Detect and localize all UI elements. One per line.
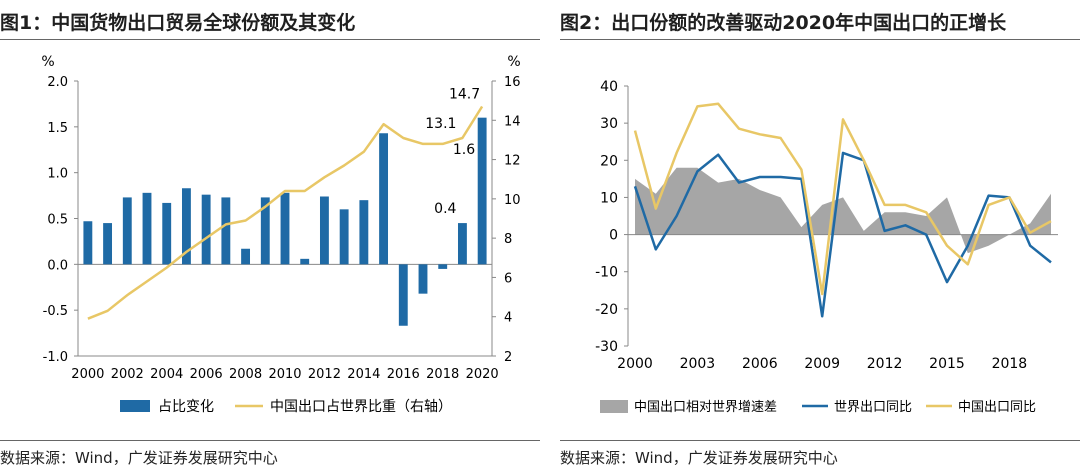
- left-tick-label: 2.0: [47, 75, 68, 90]
- legend-label-bar: 占比变化: [158, 399, 214, 415]
- title-rule-2: [560, 39, 1080, 40]
- bar-2008: [241, 248, 251, 265]
- bar-2015: [379, 133, 389, 265]
- legend-swatch-area: [600, 400, 628, 413]
- bar-2018: [438, 264, 448, 269]
- bar-2005: [181, 188, 191, 265]
- y-tick-label: 20: [600, 153, 618, 169]
- chart-1-svg: % % -1.0 -0.5 0.0 0.5 1.0 1.5 2.0 2 4 6 8 10 12 14 16 200…: [41, 54, 521, 415]
- y-tick-label: -20: [595, 302, 618, 318]
- bar-2017: [418, 264, 428, 294]
- left-tick-label: 1.0: [47, 167, 68, 182]
- x-tick-label: 2014: [347, 367, 380, 382]
- chart-1-source: 数据来源：Wind，广发证券发展研究中心: [0, 449, 278, 467]
- bar-2000: [83, 221, 93, 265]
- left-tick-label: 0.0: [47, 258, 68, 273]
- x-tick-label: 2015: [929, 356, 965, 372]
- bar-2013: [339, 209, 349, 265]
- bar-2006: [201, 194, 211, 265]
- annotation-bar-2020: 1.6: [453, 142, 475, 158]
- x-tick-label: 2020: [466, 367, 499, 382]
- x-tick-label: 2003: [680, 356, 716, 372]
- x-tick-label: 2000: [71, 367, 104, 382]
- left-tick-label: -1.0: [43, 350, 68, 365]
- y-tick-label: 0: [609, 228, 618, 244]
- right-tick-label: 8: [504, 232, 512, 247]
- legend-label-area: 中国出口相对世界增速差: [634, 400, 777, 415]
- legend-label-china: 中国出口同比: [958, 400, 1036, 415]
- bar-2016: [398, 264, 408, 326]
- source-rule-2: [560, 440, 1080, 441]
- y-tick-label: -30: [595, 339, 618, 355]
- left-tick-label: -0.5: [43, 304, 68, 319]
- bar-2003: [142, 192, 152, 265]
- line-world-export-yoy: [633, 151, 1052, 318]
- right-tick-label: 14: [504, 114, 521, 129]
- x-tick-label: 2008: [229, 367, 262, 382]
- area-growth-gap: [635, 167, 1051, 254]
- chart-panel-1: 图1：中国货物出口贸易全球份额及其变化 %% -1.0 -0.5 0.0 0.5 1.0 1…: [0, 12, 540, 467]
- x-tick-label: 2006: [742, 356, 778, 372]
- x-tick-label: 2018: [992, 356, 1028, 372]
- y-tick-label: 10: [600, 190, 618, 206]
- x-tick-label: 2002: [111, 367, 144, 382]
- bar-2014: [359, 200, 369, 265]
- y-tick-label: 30: [600, 116, 618, 132]
- bar-2007: [221, 197, 231, 265]
- title-rule-1: [0, 39, 540, 40]
- chart-1-title: 图1：中国货物出口贸易全球份额及其变化: [0, 12, 356, 34]
- chart-panel-2: 图2：出口份额的改善驱动2020年中国出口的正增长 -30 -20 -10 0 10 20…: [560, 0, 1080, 474]
- annotation-line-2019: 13.1: [425, 116, 456, 132]
- legend-label-line: 中国出口占世界比重（右轴）: [270, 399, 452, 415]
- annotation-bar-2019: 0.4: [434, 201, 456, 217]
- x-tick-label: 2018: [426, 367, 459, 382]
- bar-2010: [280, 192, 290, 265]
- legend-swatch-bar: [120, 400, 150, 412]
- bar-2012: [319, 196, 329, 265]
- right-axis-unit: %: [507, 54, 520, 70]
- chart-2-title: 图2：出口份额的改善驱动2020年中国出口的正增长: [560, 12, 1007, 34]
- x-tick-label: 2004: [150, 367, 183, 382]
- bar-2004: [162, 202, 172, 265]
- x-tick-label: 2006: [190, 367, 223, 382]
- right-tick-label: 16: [504, 75, 521, 90]
- source-rule-1: [0, 440, 540, 441]
- right-tick-label: 12: [504, 154, 521, 169]
- y-tick-label: 40: [600, 79, 618, 95]
- right-tick-label: 10: [504, 193, 521, 208]
- legend-label-world: 世界出口同比: [834, 400, 912, 415]
- chart-2-svg: -30 -20 -10 0 10 20 30 40 2000 2003 2006 2009 2012 20…: [595, 79, 1058, 415]
- bar-2020: [477, 117, 487, 265]
- y-tick-label: -10: [595, 265, 618, 281]
- right-tick-label: 4: [504, 311, 512, 326]
- x-tick-label: 2012: [308, 367, 341, 382]
- left-tick-label: 0.5: [47, 213, 68, 228]
- x-tick-label: 2010: [268, 367, 301, 382]
- right-tick-label: 6: [504, 271, 512, 286]
- bar-2002: [122, 197, 132, 265]
- x-tick-label: 2012: [867, 356, 903, 372]
- bar-2009: [260, 197, 270, 265]
- bar-2001: [103, 223, 113, 265]
- left-tick-label: 1.5: [47, 121, 68, 136]
- bar-2019: [457, 223, 467, 265]
- line-china-export-yoy: [633, 102, 1052, 296]
- bar-2011: [300, 258, 310, 265]
- chart-2-source: 数据来源：Wind，广发证券发展研究中心: [560, 449, 838, 467]
- x-tick-label: 2016: [387, 367, 420, 382]
- annotation-line-2020: 14.7: [449, 87, 480, 103]
- left-axis-unit: %: [41, 54, 54, 70]
- line-export-share: [87, 105, 484, 320]
- right-tick-label: 2: [504, 350, 512, 365]
- x-tick-label: 2000: [617, 356, 653, 372]
- x-tick-label: 2009: [804, 356, 840, 372]
